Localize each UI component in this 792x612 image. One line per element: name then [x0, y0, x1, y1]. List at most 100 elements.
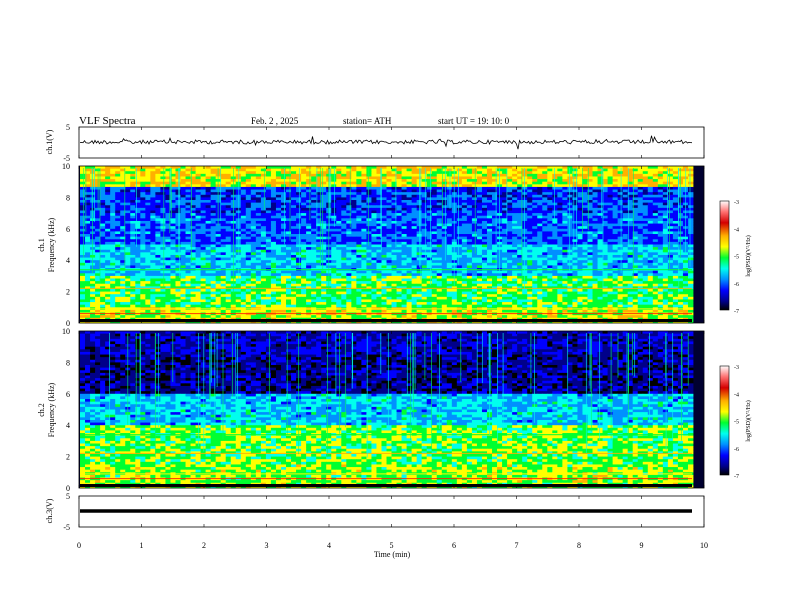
spectrogram-cell: [612, 192, 619, 196]
spectrogram-cell: [672, 231, 679, 235]
spectrogram-cell: [255, 186, 262, 190]
spectrogram-cell: [687, 207, 694, 211]
spectrogram-cell: [486, 205, 493, 209]
spectrogram-cell: [637, 252, 644, 256]
spectrogram-cell: [381, 254, 387, 258]
spectrogram-cell: [210, 194, 217, 198]
spectrogram-cell: [396, 179, 402, 183]
spectrogram-cell: [160, 236, 166, 240]
spectrogram-cell: [672, 218, 679, 222]
ch1-spectrogram-image: [80, 166, 694, 324]
spectrogram-cell: [145, 239, 151, 243]
spectrogram-cell: [200, 249, 207, 253]
spectrogram-cell: [125, 202, 131, 206]
spectrogram-cell: [456, 168, 463, 172]
spectrogram-cell: [542, 173, 548, 177]
spectrogram-cell: [637, 239, 644, 243]
spectrogram-cell: [517, 200, 523, 204]
spectrogram-cell: [366, 228, 372, 232]
spectrogram-cell: [260, 184, 267, 188]
spectrogram-cell: [115, 220, 121, 224]
spectrogram-cell: [321, 210, 327, 214]
spectrogram-cell: [441, 252, 448, 256]
spectrogram-cell: [662, 192, 669, 196]
spectrogram-cell: [602, 270, 608, 274]
spectrogram-cell: [642, 202, 649, 206]
spectrogram-cell: [527, 244, 533, 248]
spectrogram-cell: [270, 197, 277, 201]
spectrogram-cell: [436, 179, 443, 183]
spectrogram-cell: [642, 218, 649, 222]
spectrogram-cell: [607, 200, 613, 204]
spectrogram-cell: [461, 249, 468, 253]
spectrogram-cell: [336, 197, 342, 201]
spectrogram-cell: [567, 202, 573, 206]
spectrogram-cell: [542, 200, 548, 204]
spectrogram-cell: [155, 205, 161, 209]
spectrogram-cell: [507, 197, 513, 201]
spectrogram-cell: [562, 231, 568, 235]
spectrogram-cell: [522, 202, 528, 206]
spectrogram-cell: [331, 252, 337, 256]
spectrogram-cell: [662, 247, 669, 251]
spectrogram-cell: [602, 210, 608, 214]
spectrogram-cell: [461, 262, 468, 266]
spectrogram-cell: [572, 213, 578, 217]
spectrogram-cell: [476, 192, 483, 196]
spectrogram-cell: [386, 254, 392, 258]
spectrogram-cell: [190, 215, 196, 219]
spectrogram-cell: [105, 252, 111, 256]
spectrogram-cell: [492, 220, 498, 224]
spectrogram-cell: [617, 207, 624, 211]
spectrogram-cell: [391, 213, 397, 217]
spectrogram-cell: [471, 270, 478, 274]
spectrogram-cell: [180, 215, 186, 219]
spectrogram-cell: [481, 197, 488, 201]
spectrogram-cell: [351, 241, 357, 245]
spectrogram-cell: [657, 262, 664, 266]
spectrogram-cell: [481, 249, 488, 253]
spectrogram-cell: [512, 270, 518, 274]
spectrogram-cell: [421, 205, 428, 209]
spectrogram-cell: [376, 262, 382, 266]
spectrogram-cell: [175, 202, 181, 206]
spectrogram-cell: [331, 223, 337, 227]
spectrogram-cell: [245, 223, 252, 227]
spectrogram-cell: [215, 241, 222, 245]
spectrogram-cell: [627, 171, 634, 175]
spectrogram-cell: [115, 213, 121, 217]
spectrogram-cell: [200, 265, 207, 269]
spectrogram-cell: [260, 257, 267, 261]
spectrogram-cell: [275, 218, 282, 222]
spectrogram-cell: [622, 254, 629, 258]
spectrogram-cell: [396, 181, 402, 185]
spectrogram-cell: [476, 241, 483, 245]
spectrogram-cell: [577, 173, 583, 177]
spectrogram-cell: [607, 226, 613, 230]
spectrogram-cell: [331, 220, 337, 224]
spectrogram-cell: [667, 220, 674, 224]
spectrogram-cell: [411, 249, 418, 253]
spectrogram-cell: [376, 228, 382, 232]
spectrogram-cell: [552, 215, 558, 219]
spectrogram-cell: [607, 205, 613, 209]
spectrogram-cell: [80, 223, 86, 227]
spectrogram-cell: [255, 202, 262, 206]
spectrogram-cell: [647, 171, 654, 175]
spectrogram-cell: [275, 166, 282, 170]
spectrogram-cell: [642, 236, 649, 240]
spectrogram-cell: [476, 179, 483, 183]
spectrogram-cell: [622, 262, 629, 266]
spectrogram-cell: [100, 210, 106, 214]
spectrogram-cell: [446, 205, 453, 209]
spectrogram-cell: [145, 220, 151, 224]
spectrogram-cell: [120, 262, 126, 266]
spectrogram-cell: [617, 223, 624, 227]
spectrogram-cell: [642, 247, 649, 251]
spectrogram-cell: [80, 207, 86, 211]
spectrogram-cell: [286, 200, 292, 204]
spectrogram-cell: [341, 184, 347, 188]
spectrogram-cell: [662, 218, 669, 222]
spectrogram-cell: [592, 270, 598, 274]
spectrogram-cell: [627, 192, 634, 196]
